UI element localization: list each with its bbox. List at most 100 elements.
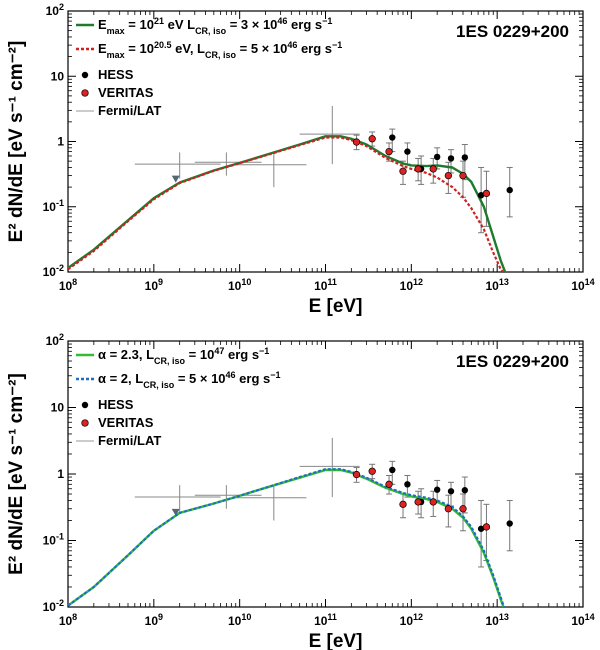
- legend-subscript: CR, iso: [205, 50, 237, 60]
- x-tick-label: 109: [145, 612, 163, 628]
- legend-superscript: 47: [214, 346, 224, 356]
- legend-text-part: E: [98, 41, 107, 56]
- legend-hess-marker: [81, 401, 89, 409]
- x-tick-label: 109: [145, 277, 163, 293]
- x-axis-title: E [eV]: [309, 631, 363, 650]
- y-tick-label: 10-2: [43, 598, 64, 614]
- y-tick-base: 10: [43, 600, 57, 614]
- x-tick-exponent: 12: [413, 612, 423, 622]
- y-tick-label: 10: [51, 401, 65, 415]
- x-tick-base: 10: [400, 614, 414, 628]
- x-tick-label: 108: [59, 277, 77, 293]
- hess-point: [506, 520, 513, 527]
- x-tick-exponent: 13: [499, 612, 509, 622]
- legend-hess-marker: [81, 71, 89, 79]
- y-tick-base: 10: [43, 200, 57, 214]
- x-tick-base: 10: [485, 614, 499, 628]
- fermi-upper-limit: [171, 508, 180, 516]
- x-tick-base: 10: [571, 614, 585, 628]
- hess-point: [447, 488, 455, 495]
- x-tick-exponent: 13: [499, 277, 509, 287]
- x-tick-exponent: 14: [585, 612, 595, 622]
- x-tick-base: 10: [59, 279, 73, 293]
- legend-hess-label: HESS: [98, 67, 134, 82]
- veritas-point: [482, 189, 491, 198]
- x-tick-exponent: 9: [158, 277, 163, 287]
- legend-superscript: 21: [154, 16, 164, 26]
- legend-superscript: −1: [322, 16, 332, 26]
- x-tick-label: 108: [59, 612, 77, 628]
- x-tick-label: 1011: [314, 612, 337, 628]
- hess-point: [404, 481, 411, 488]
- x-tick-exponent: 10: [241, 612, 251, 622]
- legend-text-part: eV L: [164, 17, 195, 32]
- plot-area: [68, 437, 513, 607]
- legend-subscript: max: [107, 50, 125, 60]
- y-tick-exponent: 2: [59, 2, 64, 12]
- veritas-point: [482, 523, 491, 531]
- legend-subscript: CR, iso: [195, 26, 227, 36]
- y-tick-base: 10: [43, 265, 57, 279]
- veritas-point: [459, 505, 467, 513]
- hess-point: [447, 155, 455, 162]
- x-tick-label: 1014: [571, 277, 594, 293]
- veritas-point: [352, 470, 361, 479]
- y-tick-label: 10-2: [43, 263, 64, 279]
- veritas-point: [429, 165, 437, 173]
- source-label: 1ES 0229+200: [456, 22, 569, 41]
- x-tick-label: 1014: [571, 612, 594, 628]
- x-tick-exponent: 10: [241, 277, 251, 287]
- hess-point: [461, 154, 469, 161]
- legend-label-1: α = 2.3, LCR, iso = 1047 erg s−1: [98, 346, 269, 366]
- y-tick-base: 1: [57, 135, 64, 149]
- x-tick-base: 10: [145, 279, 159, 293]
- legend-superscript: 46: [277, 16, 287, 26]
- legend-superscript: 46: [287, 40, 297, 50]
- x-tick-base: 10: [314, 614, 328, 628]
- legend-veritas-marker: [81, 89, 89, 97]
- model-curve-1: [68, 135, 507, 272]
- legend-superscript: −1: [259, 346, 269, 356]
- y-tick-exponent: -1: [56, 532, 64, 542]
- y-tick-label: 10-1: [43, 198, 64, 214]
- source-label: 1ES 0229+200: [456, 352, 569, 371]
- x-tick-base: 10: [228, 279, 242, 293]
- x-tick-label: 1013: [485, 612, 508, 628]
- legend-label-2: Emax = 1020.5 eV, LCR, iso = 5 × 1046 er…: [98, 40, 342, 60]
- legend-text-part: α = 2.3, L: [98, 347, 154, 362]
- veritas-point: [414, 165, 422, 173]
- veritas-point: [399, 500, 407, 508]
- y-tick-base: 1: [57, 467, 64, 481]
- legend-superscript: −1: [270, 370, 280, 380]
- legend-text-part: E: [98, 17, 107, 32]
- y-tick-base: 10: [43, 534, 57, 548]
- y-tick-exponent: 2: [59, 332, 64, 342]
- legend-text-part: erg s: [236, 371, 271, 386]
- hess-point: [461, 487, 469, 494]
- legend-text-part: = 3 × 10: [226, 17, 277, 32]
- panel-top: 108 109 1010 1011 1012 1013 101410-210-1110102…: [6, 2, 595, 317]
- veritas-point: [414, 498, 422, 506]
- legend-text-part: = 10: [125, 17, 154, 32]
- legend-subscript: CR, iso: [143, 380, 175, 390]
- y-tick-exponent: -1: [56, 198, 64, 208]
- legend-text-part: = 10: [185, 347, 214, 362]
- legend-text-part: = 10: [125, 41, 154, 56]
- x-tick-exponent: 8: [72, 277, 77, 287]
- legend-text-part: eV, L: [172, 41, 206, 56]
- hess-point: [433, 486, 441, 493]
- hess-point: [389, 466, 396, 474]
- legend-veritas-marker: [81, 419, 89, 427]
- x-tick-label: 1012: [400, 277, 423, 293]
- legend-fermi-label: Fermi/LAT: [98, 433, 161, 448]
- x-tick-label: 1011: [314, 277, 337, 293]
- legend: Emax = 1021 eV LCR, iso = 3 × 1046 erg s…: [76, 16, 342, 118]
- x-axis-title: E [eV]: [309, 296, 363, 317]
- y-tick-label: 1: [57, 135, 64, 149]
- legend-text-part: = 5 × 10: [236, 41, 287, 56]
- veritas-point: [459, 171, 467, 180]
- x-tick-exponent: 11: [327, 612, 337, 622]
- legend-subscript: max: [107, 26, 125, 36]
- x-tick-base: 10: [228, 614, 242, 628]
